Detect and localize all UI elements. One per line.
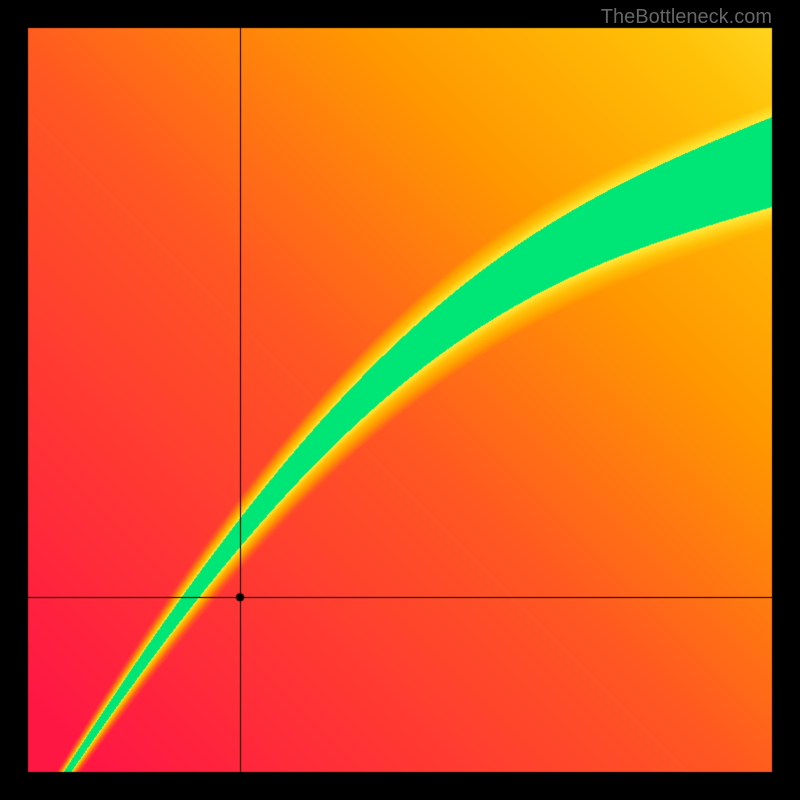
watermark-text: TheBottleneck.com <box>601 6 772 29</box>
heatmap-canvas <box>0 0 800 800</box>
chart-container: TheBottleneck.com <box>0 0 800 800</box>
